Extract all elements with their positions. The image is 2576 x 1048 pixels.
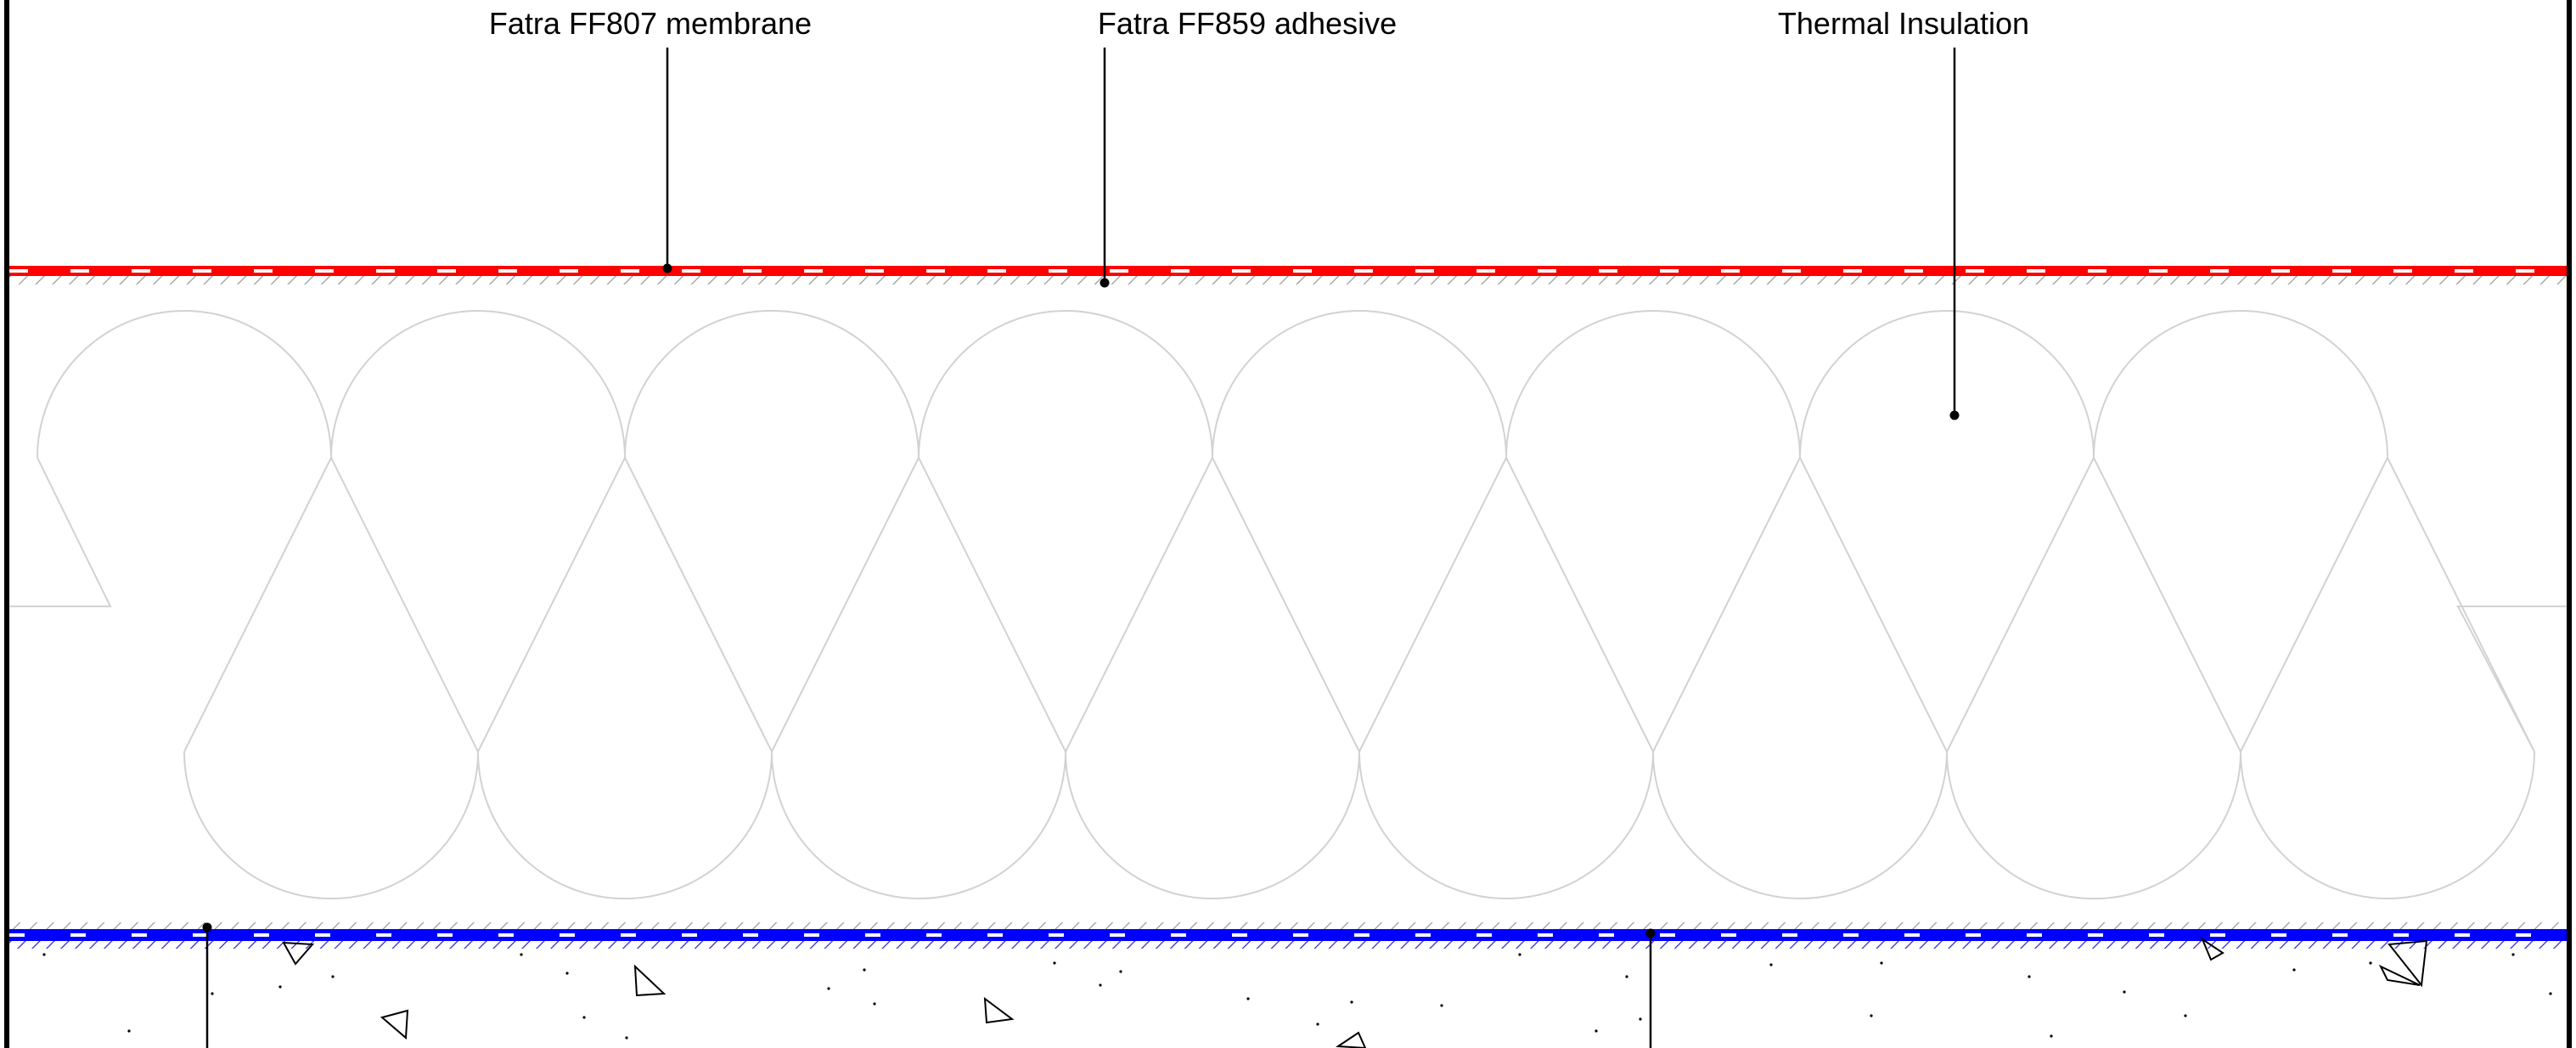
aggregate-speck [1880,961,1883,965]
membrane-leader-dot [662,263,672,273]
aggregate-speck [565,972,569,975]
membrane-layer [9,266,2567,276]
aggregate-triangle [2388,939,2428,988]
aggregate-speck [2123,990,2126,994]
aggregate-triangle [1335,1031,1367,1048]
aggregate-speck [1119,970,1122,973]
aggregate-speck [1053,961,1056,965]
concrete-deck [42,937,2552,1048]
aggregate-speck [42,953,46,956]
insulation-leader-dot [1949,410,1960,420]
aggregate-speck [1246,997,1250,1000]
aggregate-speck [1595,1029,1598,1033]
aggregate-speck [211,992,214,995]
aggregate-speck [1099,983,1102,987]
aggregate-speck [2369,961,2372,965]
aggregate-speck [1350,1000,1353,1004]
aggregate-speck [827,987,830,990]
aggregate-speck [520,953,523,956]
adhesive-label: Fatra FF859 adhesive [1098,6,1397,41]
aggregate-speck [2549,992,2552,995]
vapour-leader-left-dot [202,922,212,932]
frame-border [4,0,2572,1048]
aggregate-speck [873,1002,876,1006]
vapour-control-layer [9,922,2567,949]
insulation-pattern-path [9,310,2567,899]
aggregate-triangle [380,1009,409,1040]
aggregate-speck [1639,1017,1642,1021]
aggregate-speck [1518,953,1521,956]
insulation-pattern [9,310,2567,899]
leader-lines [202,48,1960,1048]
aggregate-speck [1769,963,1773,966]
aggregate-speck [1870,1014,1873,1017]
membrane-label: Fatra FF807 membrane [489,6,812,41]
aggregate-speck [278,985,282,989]
adhesive-layer [9,275,2567,285]
aggregate-triangle [983,996,1015,1024]
aggregate-speck [127,1029,131,1033]
aggregate-speck [2511,953,2515,956]
aggregate-speck [2028,975,2031,978]
aggregate-triangle [2378,964,2421,986]
aggregate-speck [2292,968,2296,972]
aggregate-speck [1316,1023,1319,1026]
aggregate-speck [1440,1004,1443,1007]
insulation-label: Thermal Insulation [1778,6,2029,41]
adhesive-leader-dot [1100,278,1110,288]
aggregate-triangle [282,941,315,966]
aggregate-speck [331,975,335,978]
aggregate-speck [582,1016,586,1019]
aggregate-speck [1625,975,1628,978]
aggregate-triangle [633,964,666,997]
aggregate-triangle [2200,937,2224,961]
aggregate-speck [625,1036,628,1040]
vapour-leader-right-dot [1645,928,1656,938]
aggregate-speck [2050,1034,2053,1038]
aggregate-speck [863,968,866,972]
aggregate-speck [2184,1014,2187,1017]
